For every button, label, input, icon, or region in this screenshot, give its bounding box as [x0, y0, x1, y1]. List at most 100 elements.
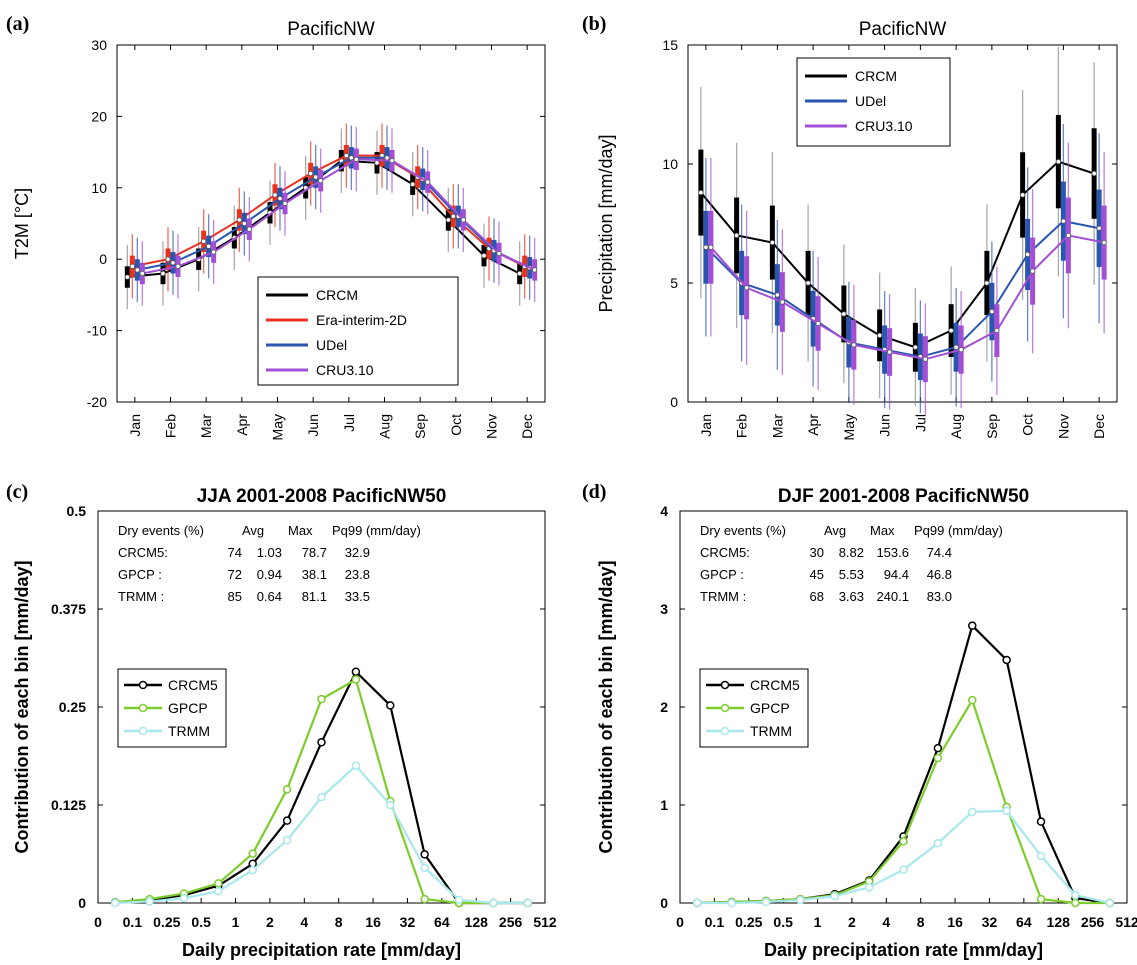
legend-label: CRU3.10 [855, 118, 913, 134]
data-point [1020, 192, 1026, 198]
data-point [692, 898, 702, 908]
stats-header: Max [288, 523, 313, 538]
x-tick-label: 32 [400, 914, 416, 930]
data-point [815, 320, 821, 327]
data-point [496, 250, 502, 257]
data-point [454, 895, 464, 905]
data-point [317, 738, 326, 747]
x-tick-label: Apr [234, 414, 250, 436]
legend-label: CRCM [316, 287, 358, 303]
legend-marker [720, 726, 730, 736]
stats-cell: 1.03 [257, 545, 282, 560]
x-tick-label: 256 [499, 914, 523, 930]
data-point [248, 865, 257, 875]
stats-cell: 74 [228, 545, 242, 560]
stats-cell: GPCP : [118, 567, 162, 582]
data-point [727, 898, 736, 908]
data-point [353, 156, 359, 162]
x-tick-label: 0 [94, 914, 102, 930]
data-point [420, 850, 429, 859]
data-point [899, 865, 908, 874]
y-axis-label: Contribution of each bin [mm/day] [12, 561, 32, 854]
x-tick-label: Dec [1091, 414, 1107, 439]
legend-label: CRCM5 [750, 677, 800, 693]
data-point [994, 327, 1000, 334]
legend-label: CRCM [855, 68, 897, 84]
data-point [1101, 239, 1107, 246]
chart-panel-a: PacificNW T2M [°C] -20 -10 0 10 20 30 Jan Feb Mar A… [12, 19, 546, 440]
data-point [374, 160, 380, 166]
x-tick-label: Mar [769, 414, 785, 438]
data-point [248, 849, 257, 858]
data-point [348, 155, 354, 161]
x-tick-label: Sep [984, 414, 1000, 439]
data-point [241, 220, 247, 227]
data-point [1065, 232, 1071, 238]
stats-cell: 30 [810, 545, 824, 560]
x-tick-label: Sep [412, 414, 428, 439]
y-tick-label: 0.25 [59, 699, 86, 715]
data-point [134, 267, 140, 273]
data-point [953, 344, 959, 350]
x-tick-label: Oct [1020, 414, 1036, 436]
chart-title: DJF 2001-2008 PacificNW50 [778, 486, 1029, 507]
data-point [864, 883, 874, 892]
data-point [450, 213, 456, 219]
x-tick-label: 8 [335, 914, 343, 930]
data-point [968, 807, 977, 817]
legend-label: GPCP [168, 700, 208, 716]
x-tick-label: Jul [912, 414, 928, 432]
x-tick-label: Apr [805, 414, 821, 436]
data-point [386, 800, 395, 810]
legend-marker [138, 726, 148, 736]
data-point [214, 886, 223, 896]
stats-cell: 0.94 [257, 567, 282, 582]
x-tick-label: Mar [198, 414, 214, 438]
y-tick-label: -10 [87, 323, 107, 339]
data-point [958, 347, 964, 353]
stats-cell: 32.9 [345, 545, 370, 560]
data-point [1060, 218, 1066, 224]
data-point [170, 260, 176, 266]
data-point [1036, 894, 1046, 904]
chart-panel-d: DJF 2001-2008 PacificNW50 Contribution of… [596, 486, 1137, 960]
data-point [201, 238, 207, 244]
x-tick-label: Jun [305, 414, 321, 437]
panel-d-tag: (d) [582, 481, 606, 503]
x-tick-label: 0.1 [705, 914, 725, 930]
x-tick-label: 128 [465, 914, 489, 930]
legend-marker [138, 703, 148, 713]
stats-cell: 74.4 [927, 545, 952, 560]
chart-title: JJA 2001-2008 PacificNW50 [197, 486, 447, 507]
data-point [984, 280, 990, 286]
data-point [1036, 851, 1046, 861]
data-point [214, 879, 223, 888]
data-point [420, 894, 429, 904]
data-point [708, 244, 714, 250]
stats-cell: 23.8 [345, 567, 370, 582]
data-point [912, 344, 918, 350]
data-point [246, 226, 252, 232]
x-tick-label: 16 [947, 914, 963, 930]
x-tick-label: Jul [341, 414, 357, 432]
data-point [272, 192, 278, 198]
stats-cell: 8.82 [839, 545, 864, 560]
x-tick-label: May [270, 414, 286, 440]
data-point [1036, 817, 1046, 826]
legend-label: TRMM [750, 723, 792, 739]
stats-cell: 85 [228, 589, 242, 604]
x-tick-label: 256 [1081, 914, 1105, 930]
x-axis-label: Daily precipitation rate [mm/day] [182, 940, 461, 960]
legend-label: CRCM5 [168, 677, 218, 693]
x-tick-label: 0.25 [735, 914, 762, 930]
x-tick-label: 0.1 [123, 914, 143, 930]
stats-header: Max [870, 523, 895, 538]
x-tick-label: 4 [882, 914, 890, 930]
data-point [211, 249, 217, 255]
legend-label: Era-interim-2D [316, 312, 407, 328]
data-point [351, 667, 361, 676]
data-point [1091, 170, 1097, 177]
data-point [779, 299, 785, 305]
series-line-CRCM [700, 160, 1095, 349]
